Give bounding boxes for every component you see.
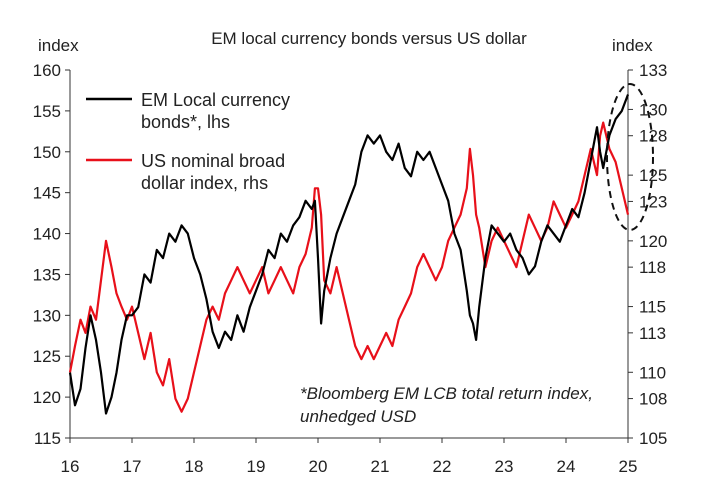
x-tick-label: 17: [123, 457, 142, 476]
right-tick-label: 120: [639, 232, 667, 251]
x-tick-label: 25: [619, 457, 638, 476]
series-line-em-bonds: [68, 94, 630, 415]
right-tick-label: 118: [639, 258, 666, 277]
x-tick-label: 23: [495, 457, 514, 476]
right-tick-label: 128: [639, 127, 667, 146]
right-tick-label: 123: [639, 192, 667, 211]
right-tick-label: 110: [639, 363, 666, 382]
left-tick-label: 145: [33, 184, 61, 203]
x-tick-label: 24: [557, 457, 576, 476]
x-tick-label: 16: [61, 457, 80, 476]
left-tick-label: 120: [33, 388, 61, 407]
legend-label-em-bonds: EM Local currency bonds*, lhs: [141, 90, 295, 132]
right-tick-label: 113: [639, 324, 666, 343]
highlight-ellipse: [606, 83, 654, 231]
x-tick-label: 22: [433, 457, 452, 476]
x-tick-label: 20: [309, 457, 328, 476]
left-tick-label: 150: [33, 143, 61, 162]
legend-label-usd-index: US nominal broad dollar index, rhs: [141, 151, 290, 193]
left-tick-label: 135: [33, 265, 61, 284]
chart-title: EM local currency bonds versus US dollar: [211, 29, 527, 48]
right-tick-label: 130: [639, 100, 667, 119]
x-tick-label: 21: [371, 457, 390, 476]
series-layer: [68, 94, 630, 415]
right-tick-label: 108: [639, 390, 667, 409]
right-tick-label: 105: [639, 429, 667, 448]
left-axis-unit: index: [38, 36, 79, 55]
right-tick-label: 115: [639, 298, 666, 317]
right-axis-unit: index: [612, 36, 653, 55]
legend: EM Local currency bonds*, lhs US nominal…: [86, 90, 295, 193]
left-tick-label: 125: [33, 347, 61, 366]
left-axis-ticks: 115 120 125 130 135 140 145 150 155 160: [33, 61, 70, 448]
footnote-line-2: unhedged USD: [300, 407, 416, 426]
left-tick-label: 140: [33, 225, 61, 244]
x-axis-ticks: 16 17 18 19 20 21 22 23 24 25: [61, 438, 638, 476]
right-tick-label: 133: [639, 61, 667, 80]
footnote-line-1: *Bloomberg EM LCB total return index,: [300, 384, 593, 403]
left-tick-label: 115: [34, 429, 61, 448]
x-tick-label: 19: [247, 457, 266, 476]
footnote: *Bloomberg EM LCB total return index, un…: [300, 384, 598, 426]
series-line-usd-index: [68, 121, 630, 413]
left-tick-label: 130: [33, 306, 61, 325]
left-tick-label: 155: [33, 102, 61, 121]
x-tick-label: 18: [185, 457, 204, 476]
left-tick-label: 160: [33, 61, 61, 80]
